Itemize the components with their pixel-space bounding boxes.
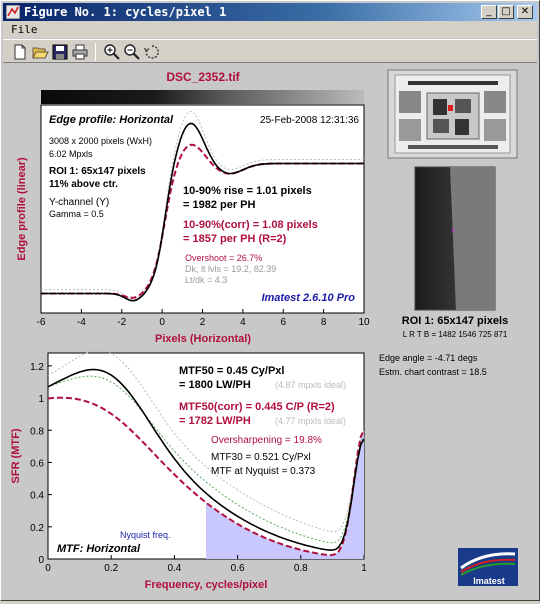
mtf50-corr-lwph: = 1782 LW/PH — [179, 415, 251, 427]
mtf-ideal-green-curve — [47, 375, 365, 544]
mtf50-corr: MTF50(corr) = 0.445 C/P (R=2) — [179, 401, 335, 413]
side-roi: ROI 1: 65x147 pixels — [402, 315, 508, 327]
edge-above-ctr: 11% above ctr. — [49, 179, 118, 190]
new-icon[interactable] — [11, 43, 29, 61]
mtf-x-tick-label: 0 — [45, 563, 51, 574]
mtf50-ideal: (4.87 mpxls ideal) — [275, 380, 346, 390]
svg-text:Imatest: Imatest — [473, 576, 505, 586]
zoom-out-icon[interactable] — [123, 43, 141, 61]
menu-file[interactable]: File — [11, 23, 38, 36]
edge-rise-corr: 10-90%(corr) = 1.08 pixels — [183, 219, 318, 231]
edge-x-axis-label: Pixels (Horizontal) — [155, 333, 251, 345]
edge-measured-curve — [41, 122, 364, 302]
edge-date: 25-Feb-2008 12:31:36 — [260, 115, 359, 126]
imatest-version: Imatest 2.6.10 Pro — [261, 292, 355, 304]
edge-y-axis-label: Edge profile (linear) — [16, 157, 28, 261]
rotate-icon[interactable] — [143, 43, 161, 61]
minimize-button[interactable]: _ — [481, 5, 497, 19]
menu-bar: File — [3, 21, 537, 38]
edge-title: Edge profile: Horizontal — [49, 114, 174, 126]
edge-rise: 10-90% rise = 1.01 pixels — [183, 185, 312, 197]
mtf-x-tick-label: 0.4 — [167, 563, 181, 574]
toolbar-separator — [95, 43, 96, 61]
edge-x-tick-label: 0 — [159, 317, 165, 328]
title-bar[interactable]: Figure No. 1: cycles/pixel 1 _ □ ✕ — [3, 3, 537, 21]
mtf-y-tick-label: 1 — [38, 394, 44, 405]
mtf-x-tick-label: 0.2 — [104, 563, 118, 574]
side-lrtb: L R T B = 1482 1546 725 871 — [403, 330, 508, 339]
edge-x-tick-label: 10 — [358, 317, 370, 328]
edge-profile-plot: -6 -4 -2 0 2 4 6 8 10 Edge profile: Horizontal 2… — [37, 104, 370, 328]
edge-roi: ROI 1: 65x147 pixels — [49, 166, 146, 177]
mtf30: MTF30 = 0.521 Cy/Pxl — [211, 452, 311, 463]
matlab-app-icon — [6, 5, 20, 19]
edge-angle: Edge angle = -4.71 degs — [379, 353, 478, 363]
mtf-y-tick-label: 0.6 — [30, 458, 44, 469]
edge-ltdk: Lt/dk = 4.3 — [185, 275, 227, 285]
roi-marker — [448, 105, 453, 111]
nyquist-label: Nyquist freq. — [120, 530, 171, 540]
edge-x-tick-label: 8 — [321, 317, 327, 328]
mtf50-lwph: = 1800 LW/PH — [179, 379, 251, 391]
edge-channel: Y-channel (Y) — [49, 197, 109, 208]
mtf-y-tick-label: 0 — [38, 555, 44, 566]
chart-contrast: Estm. chart contrast = 18.5 — [379, 367, 487, 377]
file-name: DSC_2352.tif — [166, 70, 240, 84]
edge-ideal-gray-curve — [41, 110, 364, 300]
zoom-in-icon[interactable] — [103, 43, 121, 61]
close-button[interactable]: ✕ — [517, 5, 533, 19]
mtf-at-nyquist: MTF at Nyquist = 0.373 — [211, 466, 316, 477]
toolbar — [3, 39, 537, 63]
mtf-measured-curve — [47, 368, 365, 551]
mtf-x-tick-label: 0.8 — [294, 563, 308, 574]
save-icon[interactable] — [51, 43, 69, 61]
mtf-title: MTF: Horizontal — [57, 543, 141, 555]
mtf-y-tick-label: 0.2 — [30, 523, 44, 534]
nyquist-region — [206, 430, 364, 559]
edge-overshoot: Overshoot = 26.7% — [185, 253, 262, 263]
edge-x-tick-label: 6 — [280, 317, 286, 328]
mtf50: MTF50 = 0.45 Cy/Pxl — [179, 365, 284, 377]
edge-gamma: Gamma = 0.5 — [49, 209, 104, 219]
mtf-y-tick-label: 1.2 — [30, 362, 44, 373]
mtf-x-tick-label: 0.6 — [231, 563, 245, 574]
imatest-logo: Imatest — [458, 548, 518, 586]
window-title: Figure No. 1: cycles/pixel 1 — [24, 5, 227, 19]
edge-x-tick-label: 4 — [240, 317, 246, 328]
chart-thumbnail — [387, 69, 518, 159]
edge-x-tick-label: -2 — [117, 317, 126, 328]
figure-canvas: DSC_2352.tif -6 -4 -2 0 2 4 6 8 10 Edge profile:… — [3, 63, 537, 599]
edge-x-tick-label: -6 — [37, 317, 46, 328]
edge-x-tick-label: -4 — [77, 317, 86, 328]
edge-strip — [41, 90, 364, 104]
edge-per-ph-corr: = 1857 per PH (R=2) — [183, 233, 287, 245]
print-icon[interactable] — [71, 43, 89, 61]
maximize-button[interactable]: □ — [498, 5, 514, 19]
edge-mpxls: 6.02 Mpxls — [49, 149, 93, 159]
mtf-corrected-curve — [47, 396, 365, 557]
mtf-y-axis-label: SFR (MTF) — [10, 428, 22, 483]
edge-image-size: 3008 x 2000 pixels (WxH) — [49, 136, 152, 146]
mtf-plot: 0 0.2 0.4 0.6 0.8 1 0 0.2 0.4 0.6 0.8 1 1.2 MTF50 = … — [30, 350, 367, 574]
mtf-x-axis-label: Frequency, cycles/pixel — [145, 579, 268, 591]
open-icon[interactable] — [31, 43, 49, 61]
mtf-y-tick-label: 0.8 — [30, 426, 44, 437]
roi-crop: + — [414, 166, 496, 311]
edge-x-tick-label: 2 — [200, 317, 206, 328]
edge-dk-lt: Dk, lt lvls = 19.2, 82.39 — [185, 264, 276, 274]
mtf-x-tick-label: 1 — [361, 563, 367, 574]
svg-text:+: + — [451, 226, 456, 235]
oversharpening: Oversharpening = 19.8% — [211, 435, 322, 446]
mtf-y-tick-label: 0.4 — [30, 491, 44, 502]
edge-per-ph: = 1982 per PH — [183, 199, 256, 211]
mtf50-corr-ideal: (4.77 mpxls ideal) — [275, 416, 346, 426]
